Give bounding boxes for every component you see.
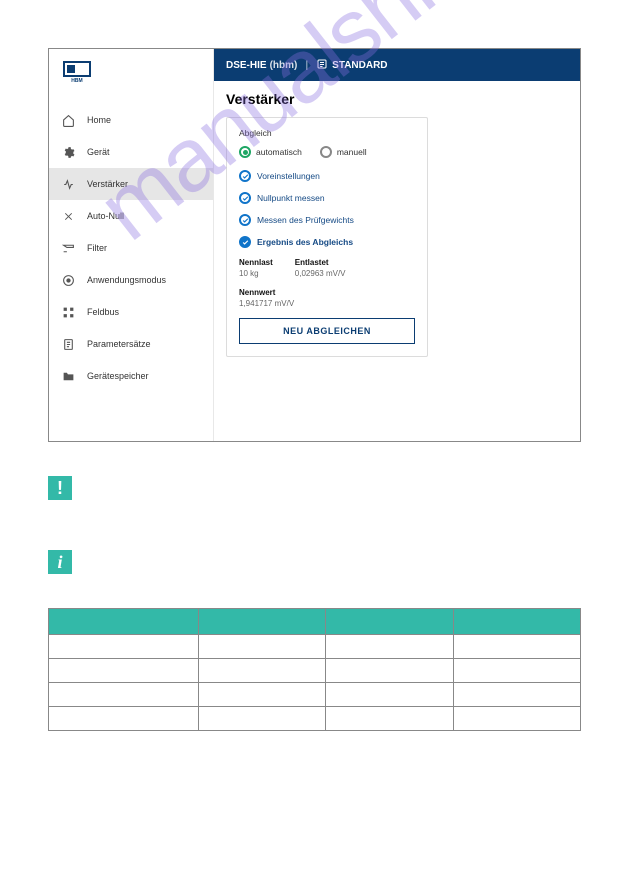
step-presets[interactable]: Voreinstellungen <box>239 170 415 182</box>
paramsets-icon <box>61 337 75 351</box>
important-callout-icon: ! <box>48 476 72 500</box>
nav-devicestore[interactable]: Gerätespeicher <box>49 360 213 392</box>
results-row1: Nennlast 10 kg Entlastet 0,02963 mV/V <box>239 258 415 278</box>
nav-amplifier[interactable]: Verstärker <box>49 168 213 200</box>
table-row <box>49 707 581 731</box>
check-icon <box>239 192 251 204</box>
radio-manual[interactable]: manuell <box>320 146 367 158</box>
result-nennlast: Nennlast 10 kg <box>239 258 273 278</box>
nav-device[interactable]: Gerät <box>49 136 213 168</box>
standard-icon <box>316 58 328 73</box>
mode-label: STANDARD <box>332 60 387 71</box>
nav-label: Home <box>87 115 111 125</box>
nav-label: Auto-Null <box>87 211 124 221</box>
amplifier-icon <box>61 177 75 191</box>
step-label: Messen des Prüfgewichts <box>257 215 354 225</box>
result-label: Nennlast <box>239 258 273 267</box>
logo: HBM <box>49 49 213 104</box>
section-label: Abgleich <box>239 128 415 138</box>
nav-appmode[interactable]: Anwendungsmodus <box>49 264 213 296</box>
sidebar: HBM Home Gerät Verstärker Auto-Null Filt… <box>49 49 214 441</box>
table-row <box>49 659 581 683</box>
nav-autonull[interactable]: Auto-Null <box>49 200 213 232</box>
nav-label: Feldbus <box>87 307 119 317</box>
nav-filter[interactable]: Filter <box>49 232 213 264</box>
table-row <box>49 683 581 707</box>
filter-icon <box>61 241 75 255</box>
check-icon <box>239 214 251 226</box>
info-callout-icon: i <box>48 550 72 574</box>
nav-label: Gerät <box>87 147 110 157</box>
step-label: Nullpunkt messen <box>257 193 325 203</box>
data-table <box>48 608 581 731</box>
result-label: Entlastet <box>295 258 346 267</box>
step-label: Voreinstellungen <box>257 171 320 181</box>
radio-group: automatisch manuell <box>239 146 415 158</box>
step-result[interactable]: Ergebnis des Abgleichs <box>239 236 415 248</box>
step-label: Ergebnis des Abgleichs <box>257 237 353 247</box>
titlebar: DSE-HIE (hbm) | STANDARD <box>214 49 580 81</box>
hostname: (hbm) <box>270 60 298 71</box>
table-header-row <box>49 609 581 635</box>
nav-label: Verstärker <box>87 179 128 189</box>
main-panel: DSE-HIE (hbm) | STANDARD Verstärker Abgl… <box>214 49 580 441</box>
fieldbus-icon <box>61 305 75 319</box>
step-zero[interactable]: Nullpunkt messen <box>239 192 415 204</box>
divider: | <box>305 60 308 71</box>
nav-label: Gerätespeicher <box>87 371 149 381</box>
result-label: Nennwert <box>239 288 294 297</box>
app-window: HBM Home Gerät Verstärker Auto-Null Filt… <box>48 48 581 442</box>
nav-paramsets[interactable]: Parametersätze <box>49 328 213 360</box>
folder-icon <box>61 369 75 383</box>
product-name: DSE-HIE <box>226 60 267 71</box>
readjust-button[interactable]: NEU ABGLEICHEN <box>239 318 415 344</box>
svg-text:HBM: HBM <box>71 78 82 83</box>
result-value: 10 kg <box>239 269 273 278</box>
result-nennwert: Nennwert 1,941717 mV/V <box>239 288 294 308</box>
gear-icon <box>61 145 75 159</box>
home-icon <box>61 113 75 127</box>
check-icon <box>239 236 251 248</box>
results-row2: Nennwert 1,941717 mV/V <box>239 288 415 308</box>
radio-label: automatisch <box>256 147 302 157</box>
nav-fieldbus[interactable]: Feldbus <box>49 296 213 328</box>
result-value: 1,941717 mV/V <box>239 299 294 308</box>
autonull-icon <box>61 209 75 223</box>
hbm-logo-icon: HBM <box>63 61 91 83</box>
content-area: Verstärker Abgleich automatisch manuell … <box>214 81 580 441</box>
result-value: 0,02963 mV/V <box>295 269 346 278</box>
radio-label: manuell <box>337 147 367 157</box>
radio-automatic[interactable]: automatisch <box>239 146 302 158</box>
result-entlastet: Entlastet 0,02963 mV/V <box>295 258 346 278</box>
nav-label: Parametersätze <box>87 339 151 349</box>
step-measure[interactable]: Messen des Prüfgewichts <box>239 214 415 226</box>
nav-label: Anwendungsmodus <box>87 275 166 285</box>
adjustment-card: Abgleich automatisch manuell Voreinstell… <box>226 117 428 357</box>
nav-home[interactable]: Home <box>49 104 213 136</box>
table-row <box>49 635 581 659</box>
appmode-icon <box>61 273 75 287</box>
check-icon <box>239 170 251 182</box>
nav-label: Filter <box>87 243 107 253</box>
page-title: Verstärker <box>226 91 568 107</box>
